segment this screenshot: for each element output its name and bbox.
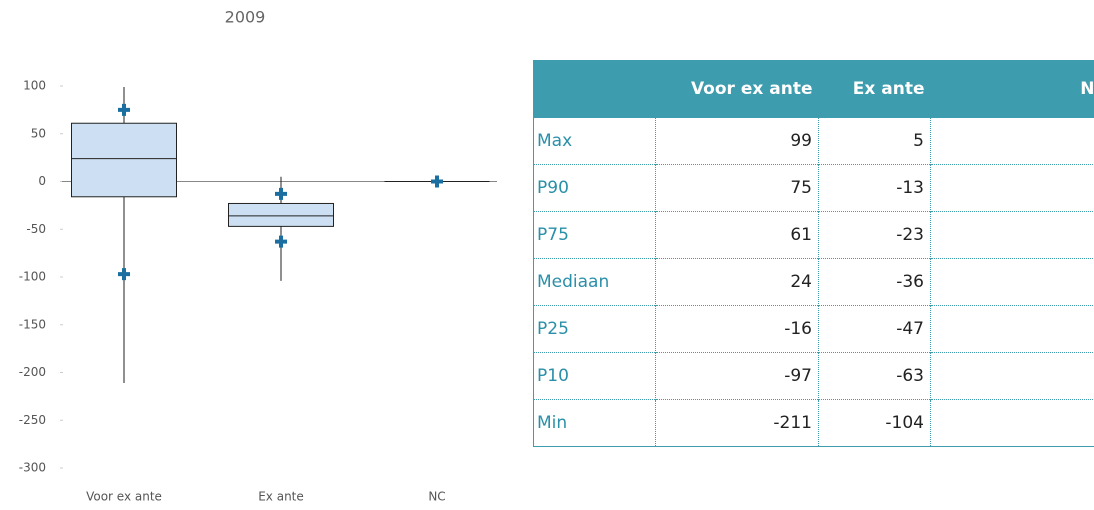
y-tick-label: -300 bbox=[19, 461, 46, 475]
value-cell: -36 bbox=[818, 258, 931, 306]
row-label: P25 bbox=[533, 305, 656, 353]
percentile-marker bbox=[275, 235, 287, 248]
value-cell: 0 bbox=[930, 352, 1094, 400]
table-body: Max9950P9075-130P7561-230Mediaan24-360P2… bbox=[533, 117, 1094, 447]
percentile-marker bbox=[431, 175, 443, 188]
value-cell: -63 bbox=[818, 352, 931, 400]
value-cell: 0 bbox=[930, 211, 1094, 259]
percentile-marker bbox=[118, 268, 130, 281]
row-label: P10 bbox=[533, 352, 656, 400]
value-cell: 61 bbox=[655, 211, 819, 259]
y-tick-label: -50 bbox=[26, 222, 46, 236]
value-cell: 5 bbox=[818, 117, 931, 165]
y-tick-label: -150 bbox=[19, 317, 46, 331]
y-tick-label: 0 bbox=[38, 174, 46, 188]
x-tick-label: Ex ante bbox=[258, 490, 304, 504]
value-cell: 0 bbox=[930, 117, 1094, 165]
value-cell: -211 bbox=[655, 399, 819, 447]
box bbox=[228, 202, 334, 227]
box bbox=[71, 122, 177, 198]
value-cell: 24 bbox=[655, 258, 819, 306]
header-cell bbox=[533, 60, 656, 118]
percentile-marker bbox=[275, 187, 287, 200]
value-cell: 0 bbox=[930, 305, 1094, 353]
x-tick-label: NC bbox=[428, 490, 445, 504]
value-cell: 0 bbox=[930, 164, 1094, 212]
table-row: P10-97-630 bbox=[533, 352, 1094, 400]
row-label: Max bbox=[533, 117, 656, 165]
row-label: P75 bbox=[533, 211, 656, 259]
row-label: Min bbox=[533, 399, 656, 447]
value-cell: -104 bbox=[818, 399, 931, 447]
header-cell: Ex ante bbox=[818, 60, 931, 118]
value-cell: -23 bbox=[818, 211, 931, 259]
value-cell: 0 bbox=[930, 399, 1094, 447]
y-tick-label: 100 bbox=[23, 79, 46, 93]
table-row: Min-211-1040 bbox=[533, 399, 1094, 447]
row-label: Mediaan bbox=[533, 258, 656, 306]
value-cell: -47 bbox=[818, 305, 931, 353]
table-row: Max9950 bbox=[533, 117, 1094, 165]
percentile-marker bbox=[118, 103, 130, 116]
value-cell: -13 bbox=[818, 164, 931, 212]
table-row: P25-16-470 bbox=[533, 305, 1094, 353]
value-cell: 75 bbox=[655, 164, 819, 212]
value-cell: -97 bbox=[655, 352, 819, 400]
y-tick-label: -250 bbox=[19, 413, 46, 427]
y-tick-label: -100 bbox=[19, 270, 46, 284]
value-cell: 0 bbox=[930, 258, 1094, 306]
y-tick-label: -200 bbox=[19, 365, 46, 379]
x-tick-label: Voor ex ante bbox=[86, 490, 162, 504]
chart: 2009 100 50 0 -50 -100 -150 -200 -250 -300 Voor e… bbox=[19, 8, 497, 504]
row-label: P90 bbox=[533, 164, 656, 212]
value-cell: -16 bbox=[655, 305, 819, 353]
header-cell: NC bbox=[930, 60, 1094, 118]
header-cell: Voor ex ante bbox=[655, 60, 819, 118]
chart-title: 2009 bbox=[225, 8, 266, 27]
y-tick-label: 50 bbox=[31, 126, 46, 140]
value-cell: 99 bbox=[655, 117, 819, 165]
